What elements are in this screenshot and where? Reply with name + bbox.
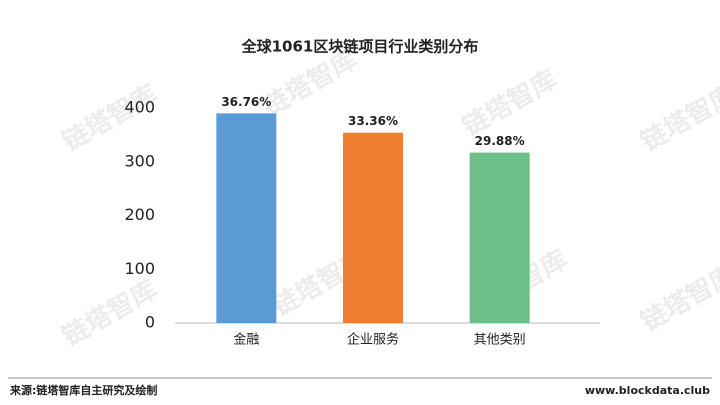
watermark: 链塔智库	[57, 79, 163, 158]
y-tick-label: 400	[124, 98, 155, 117]
footer-site: www.blockdata.club	[585, 384, 710, 397]
y-tick-label: 200	[124, 205, 155, 224]
value-label: 29.88%	[475, 134, 525, 148]
watermark: 链塔智库	[636, 79, 720, 158]
bar	[469, 152, 530, 323]
bar	[216, 113, 277, 323]
watermark: 链塔智库	[257, 44, 363, 123]
chart-title: 全球1061区块链项目行业类别分布	[241, 38, 479, 56]
bar	[343, 132, 403, 323]
x-tick-label: 金融	[233, 332, 259, 348]
watermark: 链塔智库	[457, 64, 563, 143]
footer-source: 来源:链塔智库自主研究及绘制	[9, 383, 157, 397]
watermark: 链塔智库	[636, 259, 720, 338]
value-label: 36.76%	[221, 95, 271, 109]
x-tick-label: 企业服务	[347, 332, 399, 348]
x-tick-label: 其他类别	[474, 333, 526, 348]
value-label: 33.36%	[348, 114, 398, 128]
y-tick-label: 300	[124, 151, 155, 170]
y-tick-label: 100	[124, 259, 155, 278]
y-tick-label: 0	[145, 313, 155, 332]
